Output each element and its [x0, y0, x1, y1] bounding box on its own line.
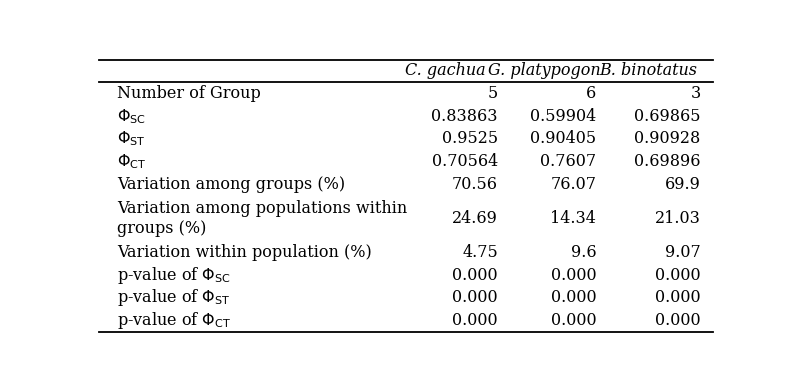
Text: 6: 6: [586, 85, 596, 102]
Text: p-value of $\Phi_{\mathrm{SC}}$: p-value of $\Phi_{\mathrm{SC}}$: [117, 265, 231, 285]
Text: C. gachua: C. gachua: [406, 62, 486, 79]
Text: 14.34: 14.34: [550, 210, 596, 227]
Text: G. platypogon: G. platypogon: [488, 62, 600, 79]
Text: 70.56: 70.56: [452, 176, 498, 193]
Text: Variation among populations within: Variation among populations within: [117, 200, 408, 217]
Text: 0.69865: 0.69865: [634, 108, 701, 125]
Text: 4.75: 4.75: [463, 244, 498, 261]
Text: 0.70564: 0.70564: [432, 153, 498, 170]
Text: 0.000: 0.000: [452, 312, 498, 329]
Text: 0.83863: 0.83863: [432, 108, 498, 125]
Text: Number of Group: Number of Group: [117, 85, 261, 102]
Text: $\Phi_{\mathrm{SC}}$: $\Phi_{\mathrm{SC}}$: [117, 107, 147, 126]
Text: 0.90405: 0.90405: [530, 130, 596, 147]
Text: $\Phi_{\mathrm{ST}}$: $\Phi_{\mathrm{ST}}$: [117, 130, 146, 148]
Text: 0.000: 0.000: [655, 312, 701, 329]
Text: 21.03: 21.03: [655, 210, 701, 227]
Text: 24.69: 24.69: [452, 210, 498, 227]
Text: 0.000: 0.000: [550, 289, 596, 306]
Text: 0.90928: 0.90928: [634, 130, 701, 147]
Text: 0.7607: 0.7607: [540, 153, 596, 170]
Text: p-value of $\Phi_{\mathrm{ST}}$: p-value of $\Phi_{\mathrm{ST}}$: [117, 287, 231, 308]
Text: 9.6: 9.6: [570, 244, 596, 261]
Text: 0.000: 0.000: [550, 312, 596, 329]
Text: 0.59904: 0.59904: [530, 108, 596, 125]
Text: 0.69896: 0.69896: [634, 153, 701, 170]
Text: $\Phi_{\mathrm{CT}}$: $\Phi_{\mathrm{CT}}$: [117, 152, 147, 171]
Text: groups (%): groups (%): [117, 220, 207, 237]
Text: Variation among groups (%): Variation among groups (%): [117, 176, 345, 193]
Text: 0.9525: 0.9525: [442, 130, 498, 147]
Text: 0.000: 0.000: [452, 267, 498, 284]
Text: 5: 5: [488, 85, 498, 102]
Text: 76.07: 76.07: [550, 176, 596, 193]
Text: 0.000: 0.000: [550, 267, 596, 284]
Text: Variation within population (%): Variation within population (%): [117, 244, 372, 261]
Text: B. binotatus: B. binotatus: [600, 62, 697, 79]
Text: 3: 3: [691, 85, 701, 102]
Text: p-value of $\Phi_{\mathrm{CT}}$: p-value of $\Phi_{\mathrm{CT}}$: [117, 310, 231, 331]
Text: 9.07: 9.07: [664, 244, 701, 261]
Text: 0.000: 0.000: [452, 289, 498, 306]
Text: 69.9: 69.9: [664, 176, 701, 193]
Text: 0.000: 0.000: [655, 267, 701, 284]
Text: 0.000: 0.000: [655, 289, 701, 306]
